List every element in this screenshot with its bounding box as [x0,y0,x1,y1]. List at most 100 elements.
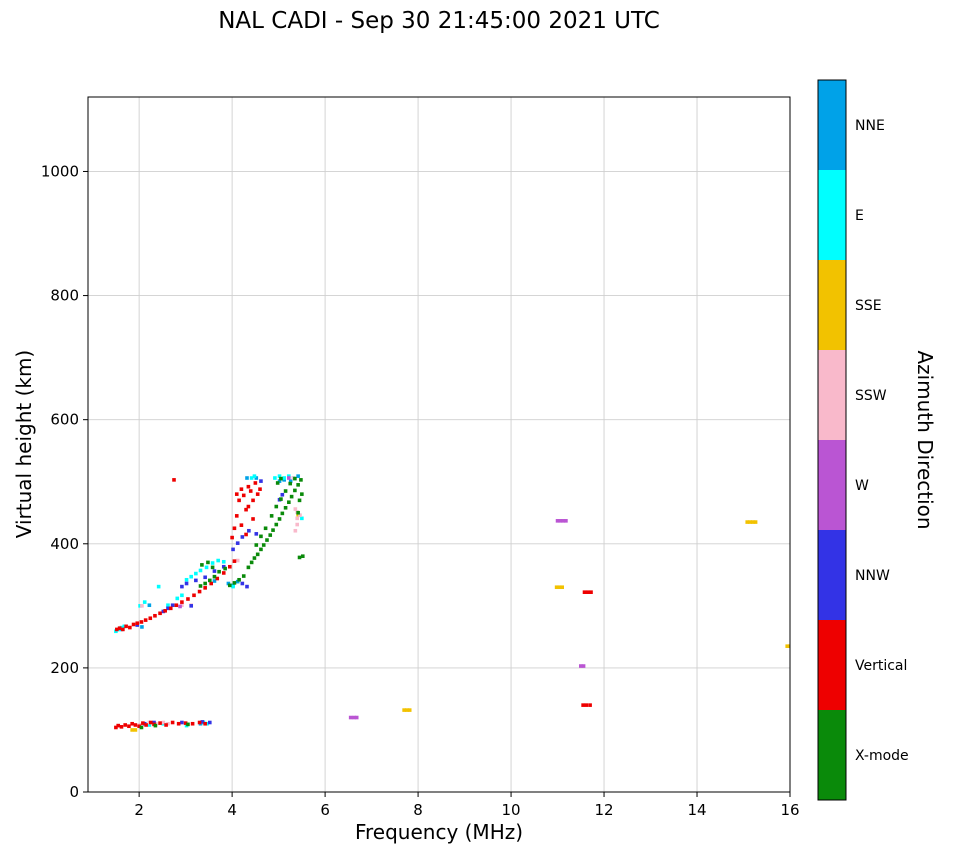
x-axis-label: Frequency (MHz) [354,820,524,844]
data-point-NNW [180,584,184,589]
data-point-Vertical [158,721,162,725]
data-point-E [180,593,184,598]
data-point-NNW [184,581,189,586]
data-point-Vertical [186,597,190,601]
colorbar-label: NNE [855,118,885,134]
data-point-SSE [296,512,300,517]
data-point-SSW [161,720,166,725]
data-point-Vertical [251,517,255,521]
data-point-X-mode [274,522,279,527]
y-axis-label: Virtual height (km) [12,349,36,539]
data-point-Vertical [135,621,140,626]
data-point-X-mode [203,581,207,586]
data-point-Vertical [255,492,260,496]
data-point-SSW [295,516,300,521]
data-point-Vertical [230,535,234,540]
data-point-NNE [147,603,152,608]
data-point-X-mode [254,543,259,547]
data-point-Vertical [116,723,121,728]
colorbar-segment-X-mode [818,710,846,800]
data-point-X-mode [300,492,304,496]
data-point-NNW [259,479,263,483]
y-tick-label: 600 [50,411,79,429]
data-point-NNE [245,476,249,480]
data-point-E [221,559,226,564]
colorbar-segment-NNE [818,80,846,170]
data-point-X-mode [223,566,227,571]
data-point-Vertical [239,523,244,527]
data-point-NNW [280,492,285,497]
data-point-X-mode [300,554,305,558]
data-point-SSE [133,728,138,732]
data-point-Vertical [215,576,220,581]
data-point-X-mode [198,584,203,588]
data-point-Vertical [170,720,175,725]
data-point-Vertical [139,620,144,624]
colorbar-label: E [855,208,864,224]
data-point-Vertical [244,532,248,537]
data-point-X-mode [255,552,260,557]
data-point-E [138,604,142,608]
plot-border [87,96,791,793]
data-point-X-mode [261,543,266,547]
data-point-Vertical [117,626,122,630]
data-point-X-mode [237,577,241,582]
data-point-NNW [221,564,226,569]
data-point-NNW [245,584,249,589]
data-point-NNE [140,625,144,629]
data-point-W [348,715,353,720]
y-tick-label: 400 [50,535,79,553]
data-point-Vertical [183,721,188,725]
data-point-X-mode [293,488,297,493]
data-point-X-mode [139,725,144,730]
x-tick-label: 12 [594,801,613,819]
data-point-W [352,715,356,720]
scatter-points [114,474,790,732]
data-point-NNE [226,581,231,586]
data-point-Vertical [203,721,207,726]
y-tick-label: 0 [69,783,79,801]
data-point-E [231,584,235,589]
data-point-NNW [240,535,245,539]
data-point-Vertical [221,571,226,575]
colorbar-border [817,79,847,801]
data-point-Vertical [137,724,141,729]
colorbar-title: Azimuth Direction [913,350,937,530]
data-point-X-mode [269,514,274,518]
data-point-Vertical [190,721,195,726]
data-point-Vertical [585,590,590,594]
data-point-Vertical [176,721,181,726]
data-point-E [252,474,257,478]
data-point-Vertical [244,507,248,512]
colorbar-segment-NNW [818,530,846,620]
x-tick-label: 10 [502,801,521,819]
data-point-X-mode [246,565,251,570]
data-point-SSE [753,520,758,524]
data-point-Vertical [148,720,153,725]
data-point-SSW [298,513,302,518]
data-point-Vertical [192,593,196,598]
data-point-E [184,577,189,582]
data-point-Vertical [227,564,232,569]
data-point-NNW [200,720,205,724]
data-point-E [282,476,286,480]
data-point-X-mode [249,560,254,565]
data-point-Vertical [246,504,251,509]
data-point-X-mode [289,494,294,499]
data-point-Vertical [148,616,153,621]
y-tick-label: 200 [50,659,79,677]
data-point-NNW [240,581,245,586]
data-point-Vertical [234,492,239,496]
data-point-E [147,723,152,727]
colorbar-label: NNW [855,568,890,584]
data-point-E [122,624,127,629]
data-point-Vertical [246,484,251,489]
data-point-E [210,561,215,565]
data-point-X-mode [279,497,283,501]
data-point-E [287,474,291,478]
data-point-X-mode [259,534,263,539]
colorbar-segment-SSE [818,260,846,350]
data-point-X-mode [200,563,204,567]
data-point-NNE [212,579,217,583]
data-point-E [189,574,194,579]
